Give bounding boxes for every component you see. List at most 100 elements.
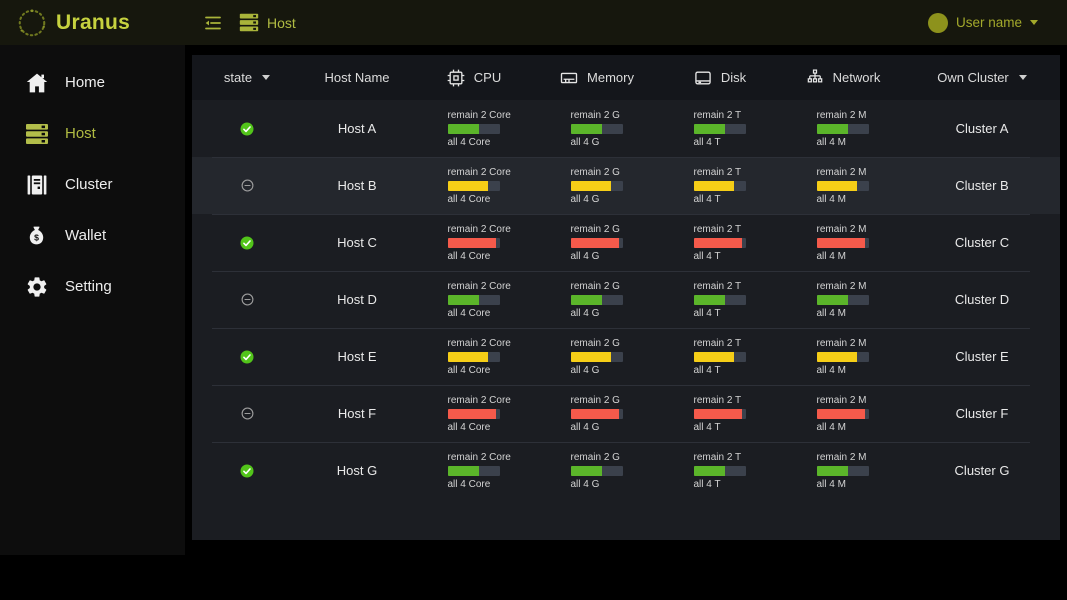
disk-remain-label: remain 2 T (693, 280, 742, 292)
network-remain-label: remain 2 M (816, 394, 867, 406)
column-label: Memory (587, 70, 634, 85)
own-cluster: Cluster G (954, 463, 1010, 478)
table-row[interactable]: Host E remain 2 Core all 4 Core remain 2… (192, 328, 1060, 385)
cpu-all-label: all 4 Core (447, 250, 491, 262)
sidebar-item-host[interactable]: Host (0, 108, 185, 159)
table-row[interactable]: Host G remain 2 Core all 4 Core remain 2… (192, 442, 1060, 499)
memory-usage-meter: remain 2 G all 4 G (570, 109, 623, 149)
disk-all-label: all 4 T (693, 136, 721, 148)
sidebar-item-label: Cluster (65, 176, 113, 193)
memory-remain-label: remain 2 G (570, 109, 620, 121)
setting-icon (23, 275, 50, 299)
disk-usage-bar (693, 465, 746, 476)
menu-fold-icon[interactable] (203, 13, 223, 33)
sidebar-item-setting[interactable]: Setting (0, 261, 185, 312)
cpu-all-label: all 4 Core (447, 193, 491, 205)
memory-usage-fill (570, 123, 602, 134)
sidebar-item-cluster[interactable]: Cluster (0, 159, 185, 210)
svg-text:$: $ (34, 232, 39, 242)
network-all-label: all 4 M (816, 478, 846, 490)
memory-all-label: all 4 G (570, 478, 600, 490)
network-remain-label: remain 2 M (816, 337, 867, 349)
user-name: User name (955, 15, 1022, 30)
memory-all-label: all 4 G (570, 136, 600, 148)
cpu-all-label: all 4 Core (447, 136, 491, 148)
network-usage-bar (816, 408, 869, 419)
cpu-remain-label: remain 2 Core (447, 394, 511, 406)
column-header-state[interactable]: state (192, 70, 302, 85)
memory-remain-label: remain 2 G (570, 394, 620, 406)
memory-all-label: all 4 G (570, 364, 600, 376)
network-usage-fill (816, 180, 858, 191)
disk-remain-label: remain 2 T (693, 394, 742, 406)
host-name: Host D (337, 292, 377, 307)
cpu-usage-meter: remain 2 Core all 4 Core (447, 337, 511, 377)
memory-usage-fill (570, 180, 612, 191)
disk-usage-fill (693, 123, 725, 134)
sidebar-item-label: Home (65, 74, 106, 91)
avatar (927, 12, 948, 33)
sidebar-item-home[interactable]: Home (0, 57, 185, 108)
network-usage-meter: remain 2 M all 4 M (816, 394, 869, 434)
memory-usage-meter: remain 2 G all 4 G (570, 223, 623, 263)
memory-usage-bar (570, 408, 623, 419)
memory-usage-meter: remain 2 G all 4 G (570, 394, 623, 434)
cpu-usage-bar (447, 465, 500, 476)
table-row[interactable]: Host D remain 2 Core all 4 Core remain 2… (192, 271, 1060, 328)
host-name: Host B (337, 178, 377, 193)
own-cluster: Cluster E (955, 349, 1009, 364)
table-row[interactable]: Host A remain 2 Core all 4 Core remain 2… (192, 100, 1060, 157)
state-ok-icon (240, 236, 254, 250)
cpu-usage-fill (447, 465, 479, 476)
host-icon (238, 12, 260, 33)
memory-remain-label: remain 2 G (570, 223, 620, 235)
state-ok-icon (240, 122, 254, 136)
network-remain-label: remain 2 M (816, 451, 867, 463)
network-usage-bar (816, 180, 869, 191)
disk-usage-bar (693, 294, 746, 305)
cpu-usage-meter: remain 2 Core all 4 Core (447, 223, 511, 263)
memory-usage-bar (570, 123, 623, 134)
memory-usage-meter: remain 2 G all 4 G (570, 451, 623, 491)
memory-usage-bar (570, 237, 623, 248)
network-remain-label: remain 2 M (816, 223, 867, 235)
memory-usage-meter: remain 2 G all 4 G (570, 280, 623, 320)
network-usage-bar (816, 351, 869, 362)
sidebar-item-label: Wallet (65, 227, 107, 244)
memory-all-label: all 4 G (570, 307, 600, 319)
table-row[interactable]: Host B remain 2 Core all 4 Core remain 2… (192, 157, 1060, 214)
memory-usage-bar (570, 180, 623, 191)
column-label: Host Name (324, 70, 390, 85)
disk-usage-meter: remain 2 T all 4 T (693, 223, 746, 263)
disk-usage-fill (693, 465, 725, 476)
cpu-usage-bar (447, 408, 500, 419)
column-label: Network (832, 70, 881, 85)
cpu-remain-label: remain 2 Core (447, 337, 511, 349)
cpu-all-label: all 4 Core (447, 478, 491, 490)
sidebar-item-wallet[interactable]: $ Wallet (0, 210, 185, 261)
host-icon (23, 122, 50, 146)
column-header-own-cluster[interactable]: Own Cluster (904, 70, 1060, 85)
memory-usage-fill (570, 237, 619, 248)
table-row[interactable]: Host F remain 2 Core all 4 Core remain 2… (192, 385, 1060, 442)
disk-usage-bar (693, 351, 746, 362)
network-usage-bar (816, 465, 869, 476)
column-header-cpu: CPU (412, 68, 535, 88)
table-row[interactable]: Host C remain 2 Core all 4 Core remain 2… (192, 214, 1060, 271)
disk-all-label: all 4 T (693, 421, 721, 433)
table-body: Host A remain 2 Core all 4 Core remain 2… (192, 100, 1060, 499)
network-remain-label: remain 2 M (816, 280, 867, 292)
user-menu[interactable]: User name (927, 0, 1038, 45)
cpu-usage-fill (447, 180, 489, 191)
memory-icon (559, 68, 579, 88)
network-usage-fill (816, 465, 848, 476)
memory-usage-fill (570, 465, 602, 476)
network-icon (805, 68, 825, 88)
logo-text: Uranus (56, 10, 131, 34)
breadcrumb-label: Host (267, 14, 296, 31)
memory-usage-bar (570, 294, 623, 305)
disk-usage-meter: remain 2 T all 4 T (693, 166, 746, 206)
cpu-usage-fill (447, 237, 496, 248)
table-header: state Host Name CPU Memory (192, 55, 1060, 100)
own-cluster: Cluster F (955, 406, 1009, 421)
